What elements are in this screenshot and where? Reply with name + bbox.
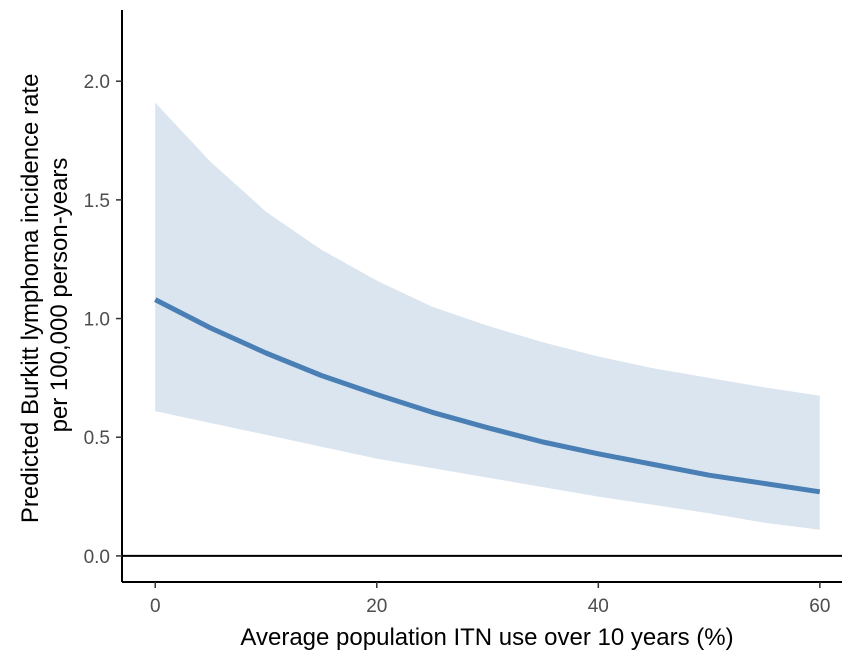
y-tick-label: 1.5 — [84, 191, 110, 212]
y-tick-label: 2.0 — [84, 72, 110, 93]
y-axis-title-line-1: Predicted Burkitt lymphoma incidence rat… — [17, 74, 44, 524]
y-tick-label: 1.0 — [84, 310, 110, 331]
y-tick-label: 0.5 — [84, 428, 110, 449]
y-axis-title-line-2: per 100,000 person-years — [46, 158, 73, 433]
x-axis-title: Average population ITN use over 10 years… — [240, 624, 733, 651]
y-axis-title: Predicted Burkitt lymphoma incidence rat… — [17, 67, 73, 523]
y-tick-label: 0.0 — [84, 547, 110, 568]
x-tick-label: 20 — [366, 596, 387, 617]
x-tick-label: 40 — [588, 596, 609, 617]
axes: 0.0 0.5 1.0 1.5 2.0 0 20 40 60 — [84, 10, 842, 617]
x-tick-label: 60 — [809, 596, 830, 617]
fitted-line — [154, 297, 821, 495]
plot-area — [122, 102, 842, 557]
confidence-band — [155, 102, 820, 530]
x-tick-label: 0 — [150, 596, 161, 617]
